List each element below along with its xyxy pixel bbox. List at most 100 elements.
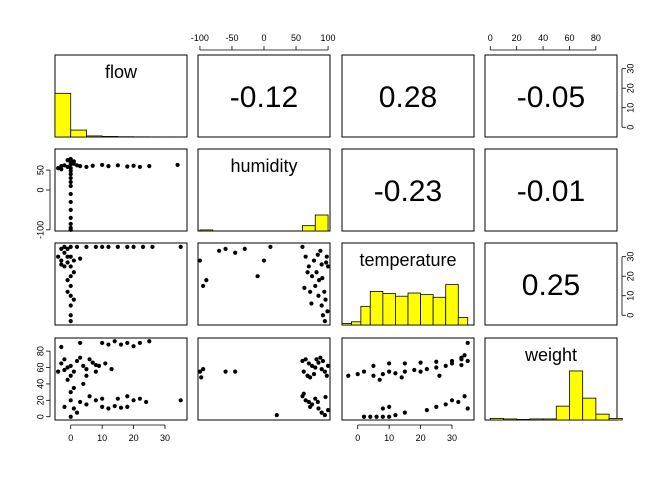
scatter-point — [68, 168, 73, 173]
tick-label: 80 — [35, 346, 45, 356]
scatter-point — [223, 369, 228, 374]
panel-frame — [341, 54, 475, 138]
scatter-point — [68, 414, 73, 419]
histogram-bar — [395, 295, 409, 326]
scatter-point — [322, 412, 327, 418]
scatter-point — [361, 369, 367, 374]
scatter-point — [437, 373, 442, 378]
histogram-bar — [595, 413, 610, 421]
y-axis-temperature: 0 10 20 30 — [621, 252, 635, 318]
scatter-point — [308, 375, 313, 380]
tick-label: 60 — [564, 33, 574, 43]
y-axis-weight: 0 20 40 60 80 — [35, 346, 51, 419]
scatter-point — [443, 363, 448, 368]
histogram-bar — [489, 418, 504, 421]
x-axis-temperature: 0 10 20 30 — [355, 424, 457, 443]
scatter-point — [68, 179, 73, 185]
scatter-point — [197, 369, 203, 374]
axis-layer: -100 -50 0 50 100 0 20 40 60 800 10 20 30 0 10 20 30-100… — [35, 33, 635, 443]
scatter-point — [68, 254, 73, 259]
panel-frame — [54, 242, 188, 326]
scatter-point — [178, 398, 183, 403]
scatter-point — [78, 355, 83, 360]
correlation-value: -0.05 — [517, 81, 585, 114]
scatter-point — [380, 414, 385, 419]
scatter-point — [462, 353, 467, 358]
correlation-value: 0.28 — [379, 81, 437, 114]
scatter-point — [313, 396, 318, 401]
scatter-point — [374, 414, 379, 419]
scatter-point — [217, 248, 222, 253]
scatter-point — [368, 414, 373, 419]
variable-label: weight — [524, 345, 577, 365]
scatter-point — [71, 406, 76, 411]
panel-frame — [197, 242, 331, 326]
scatter-point — [324, 254, 329, 259]
scatter-point — [434, 359, 439, 364]
scatter-point — [68, 191, 73, 197]
tick-label: 30 — [160, 433, 170, 443]
scatter-point — [78, 256, 83, 261]
scatter-point — [131, 163, 136, 168]
scatter-point — [68, 244, 73, 250]
scatter-point — [59, 262, 64, 267]
scatter-point — [402, 369, 407, 374]
scatter-point — [308, 404, 313, 409]
scatter-point — [84, 402, 89, 407]
correlation-value: -0.23 — [374, 175, 442, 208]
scatter-point — [115, 244, 120, 250]
scatter-point — [131, 398, 136, 403]
scatter-point — [71, 369, 76, 374]
scatter-point — [322, 369, 327, 374]
tick-label: 20 — [512, 33, 522, 43]
scatter-point — [325, 408, 331, 413]
scatter-point — [320, 313, 326, 318]
histogram-bar — [529, 418, 544, 421]
scatter-point — [320, 276, 325, 281]
scatter-point — [125, 244, 130, 250]
panel-humidity-temperature: -0.23 — [341, 148, 475, 232]
scatter-point — [65, 277, 70, 283]
scatter-point — [118, 342, 124, 347]
scatter-point — [68, 318, 73, 324]
scatter-point — [418, 369, 423, 374]
scatter-point — [56, 369, 61, 374]
tick-label: 20 — [625, 83, 635, 93]
histogram-bar — [341, 323, 352, 326]
panel-flow-weight: -0.05 — [484, 54, 618, 138]
scatter-point — [90, 163, 95, 168]
tick-label: -100 — [35, 221, 45, 239]
histogram-bar — [407, 292, 421, 326]
scatter-point — [65, 260, 70, 265]
scatter-point — [144, 399, 149, 405]
scatter-point — [137, 396, 142, 401]
scatter-point — [68, 175, 73, 181]
variable-label: humidity — [230, 156, 297, 176]
scatter-point — [93, 244, 98, 250]
tick-label: 10 — [625, 291, 635, 301]
tick-label: 0 — [488, 33, 493, 43]
scatter-point — [346, 373, 351, 378]
panel-frame — [54, 148, 188, 232]
scatter-point — [303, 254, 308, 259]
scatter-point — [68, 171, 73, 177]
scatter-point — [418, 360, 423, 365]
scatter-point — [315, 399, 320, 405]
scatter-point — [68, 373, 73, 378]
scatter-point — [62, 244, 67, 250]
tick-label: 40 — [538, 33, 548, 43]
scatter-point — [316, 360, 321, 365]
x-axis-humidity: -100 -50 0 50 100 — [191, 33, 336, 51]
scatter-point — [311, 258, 317, 263]
scatter-point — [131, 344, 136, 349]
scatter-point — [125, 404, 130, 409]
scatter-point — [87, 394, 92, 399]
scatter-point — [118, 405, 124, 410]
scatter-point — [322, 318, 327, 324]
scatter-point — [320, 358, 326, 364]
scatter-point — [242, 246, 247, 251]
scatter-point — [402, 410, 407, 415]
y-axis-humidity: -100 0 50 — [35, 165, 51, 239]
scatter-point — [303, 357, 308, 362]
scatter-point — [313, 283, 318, 289]
